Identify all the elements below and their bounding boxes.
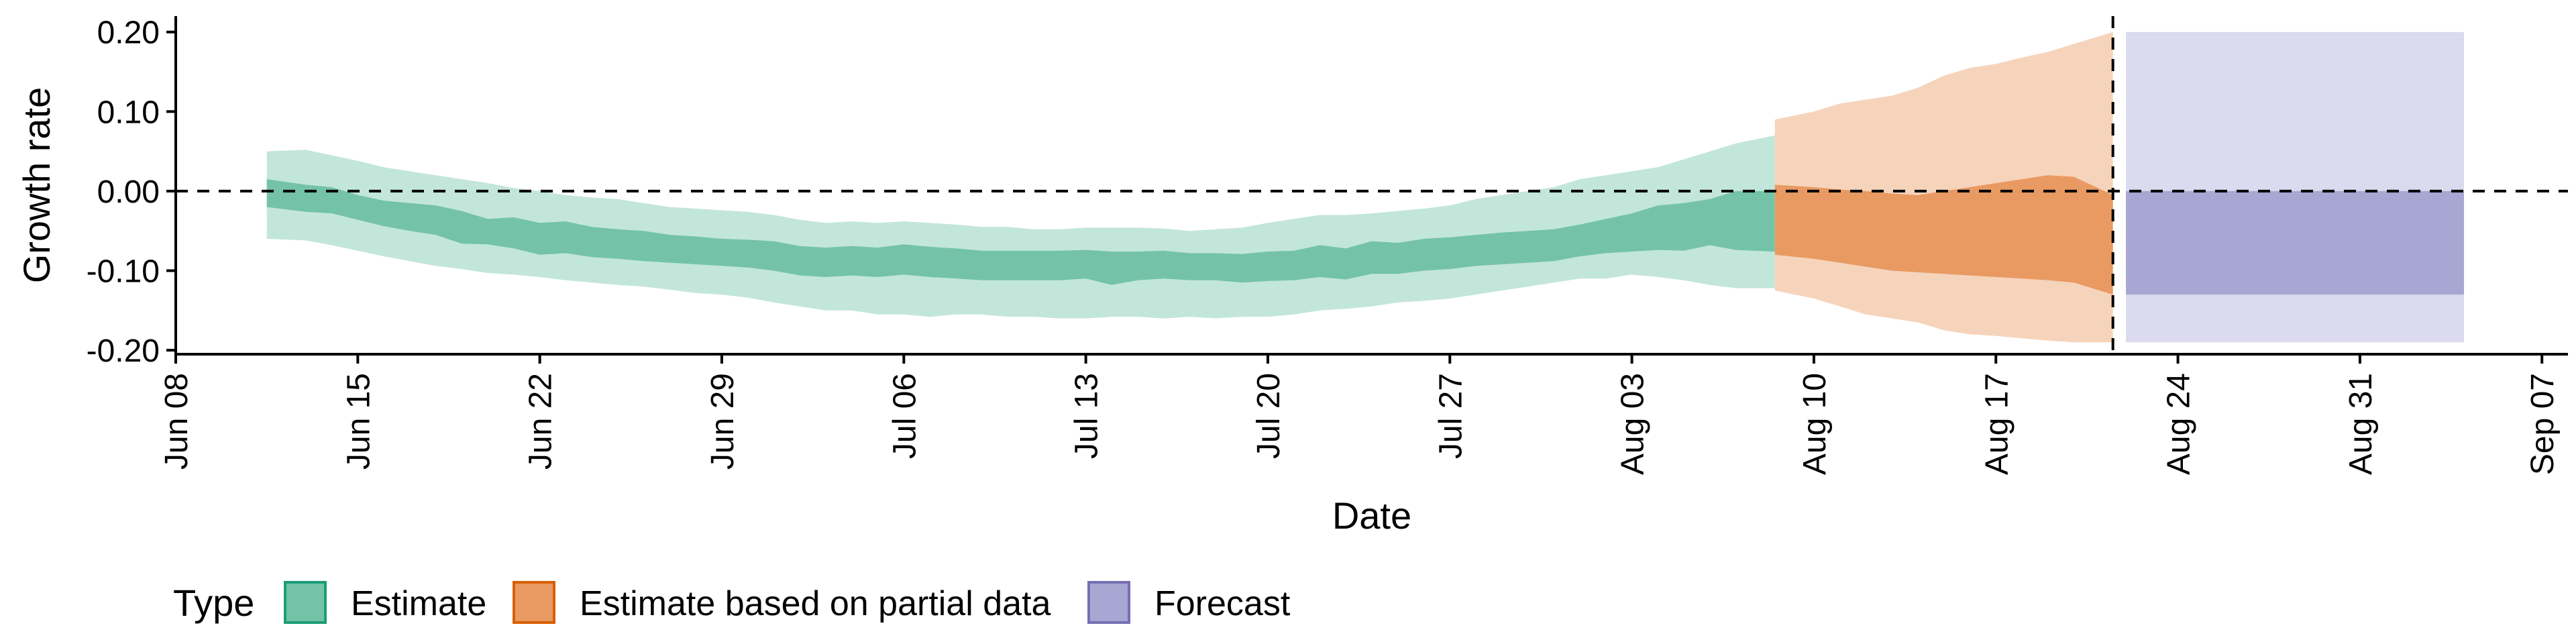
x-tick-label: Jun 15 <box>341 373 376 470</box>
band-outer-2 <box>2126 32 2464 343</box>
x-tick-label: Jul 20 <box>1251 373 1287 459</box>
legend-label: Estimate based on partial data <box>580 584 1051 623</box>
x-tick-label: Jun 29 <box>705 373 741 470</box>
legend: Type Estimate Estimate based on partial d… <box>173 581 1291 624</box>
y-tick-label: 0.00 <box>97 174 160 210</box>
x-tick-label: Aug 17 <box>1979 373 2015 475</box>
legend-label: Forecast <box>1155 584 1291 623</box>
x-axis-title: Date <box>1332 494 1411 537</box>
band-inner-0 <box>266 179 1775 285</box>
y-axis-ticks: -0.20 -0.10 0.00 0.10 0.20 <box>87 15 176 369</box>
x-tick-label: Jun 08 <box>159 373 195 470</box>
x-tick-label: Aug 24 <box>2161 373 2197 475</box>
x-axis-ticks: Jun 08 Jun 15 Jun 22 Jun 29 Jul 06 Jul 13 Jul … <box>159 354 2561 475</box>
y-tick-label: -0.20 <box>87 333 160 369</box>
y-tick-label: 0.20 <box>97 15 160 51</box>
y-axis-title: Growth rate <box>15 87 58 284</box>
x-tick-label: Aug 03 <box>1615 373 1651 475</box>
x-tick-label: Jul 06 <box>887 373 922 459</box>
x-tick-label: Sep 07 <box>2525 373 2561 475</box>
y-tick-label: -0.10 <box>87 254 160 289</box>
band-inner-1 <box>1774 175 2113 295</box>
x-tick-label: Aug 31 <box>2343 373 2379 475</box>
series-bands <box>266 32 2464 343</box>
y-tick-label: 0.10 <box>97 95 160 130</box>
legend-key <box>1087 581 1130 624</box>
x-tick-label: Jun 22 <box>523 373 559 470</box>
legend-key <box>513 581 555 624</box>
x-tick-label: Jul 27 <box>1433 373 1468 459</box>
x-tick-label: Aug 10 <box>1797 373 1833 475</box>
band-inner-2 <box>2126 191 2464 295</box>
legend-title: Type <box>173 582 254 624</box>
x-tick-label: Jul 13 <box>1069 373 1105 459</box>
legend-key <box>284 581 327 624</box>
legend-label: Estimate <box>351 584 486 623</box>
